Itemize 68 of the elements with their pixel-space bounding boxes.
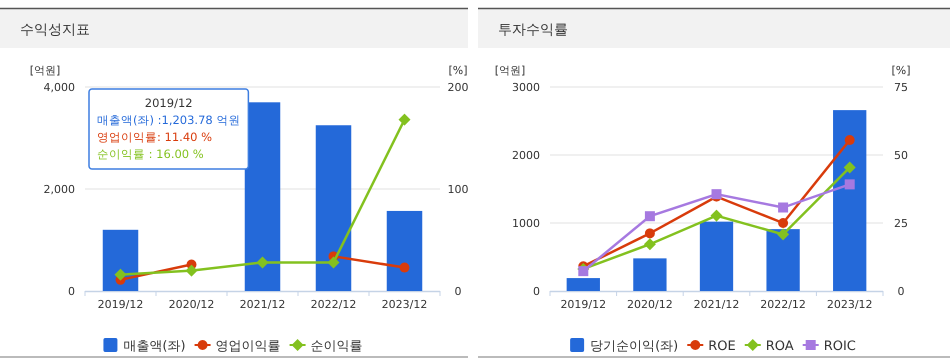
legend-label: 순이익률: [310, 339, 363, 354]
y-axis-title: [억원]: [30, 64, 60, 77]
bar: [316, 125, 352, 291]
y2-tick-label: 200: [448, 81, 468, 94]
bar: [633, 258, 667, 291]
point: [777, 228, 790, 240]
point: [844, 162, 856, 174]
x-tick-label: 2021/12: [694, 298, 740, 311]
y2-tick-label: 75: [894, 81, 908, 94]
y2-tick-label: 0: [454, 285, 462, 298]
bar: [102, 230, 138, 291]
y2-tick-label: 100: [448, 183, 468, 196]
point: [256, 256, 268, 268]
bar: [766, 229, 800, 291]
x-tick-label: 2020/12: [627, 298, 673, 311]
annotation: 2019/12: [144, 96, 193, 110]
point: [328, 256, 340, 268]
x-tick-label: 2021/12: [240, 298, 286, 311]
x-tick-label: 2019/12: [98, 298, 144, 311]
y-tick-label: 0: [533, 285, 540, 298]
x-tick-label: 2023/12: [382, 298, 428, 311]
y-tick-label: 3000: [512, 81, 540, 94]
point: [644, 238, 656, 250]
chart-title: 수익성지표: [20, 22, 90, 38]
legend-label: ROA: [766, 339, 794, 354]
y-axis-title: [억원]: [494, 64, 526, 77]
y2-axis-title: [%]: [891, 64, 911, 77]
point: [844, 135, 855, 146]
x-tick-label: 2020/12: [168, 298, 214, 311]
y-tick-label: 1000: [512, 217, 540, 230]
point: [644, 228, 655, 238]
y2-axis-title: [%]: [448, 64, 468, 77]
legend-label: 당기순이익(좌): [590, 339, 678, 354]
point: [844, 179, 855, 190]
chart-title: 투자수익률: [498, 22, 568, 38]
y-tick-label: 4,000: [44, 81, 75, 94]
point: [398, 114, 410, 126]
bar: [566, 278, 600, 291]
legend-label: 영업이익률: [216, 339, 281, 354]
point: [114, 268, 126, 281]
y2-tick-label: 50: [894, 149, 908, 162]
point: [186, 264, 198, 277]
y2-tick-label: 25: [894, 217, 908, 230]
point: [578, 266, 588, 276]
x-tick-label: 2019/12: [560, 298, 606, 311]
y-tick-label: 0: [68, 285, 75, 298]
annotation: 순이익률 : 16.00 %: [97, 147, 204, 161]
bar: [700, 222, 734, 291]
bar: [386, 210, 422, 291]
point: [778, 202, 788, 212]
bar: [244, 102, 280, 291]
point: [710, 210, 722, 222]
y-tick-label: 2,000: [44, 183, 75, 196]
point: [712, 189, 722, 200]
legend-label: 매출액(좌): [123, 339, 186, 354]
x-tick-label: 2022/12: [760, 298, 806, 311]
annotation: 매출액(좌) :1,203.78 억원: [97, 113, 240, 127]
legend-label: ROIC: [824, 339, 856, 354]
bar: [833, 110, 866, 291]
y-tick-label: 2000: [512, 149, 540, 162]
point: [778, 218, 788, 228]
x-tick-label: 2023/12: [826, 298, 873, 311]
point: [400, 262, 410, 273]
x-tick-label: 2022/12: [310, 298, 356, 311]
y2-tick-label: 0: [898, 285, 904, 298]
legend-label: ROE: [708, 339, 736, 354]
point: [644, 211, 655, 222]
annotation: 영업이익률: 11.40 %: [97, 130, 212, 144]
